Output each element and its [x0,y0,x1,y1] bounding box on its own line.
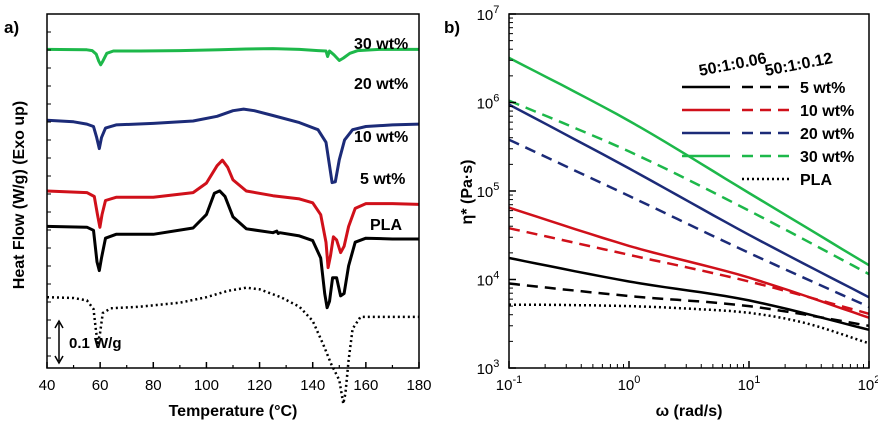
scale-bar-arrowhead-bottom [54,355,64,365]
dsc-panel: a) 40 60 80 100 120 140 160 180 30 wt% 20 wt% 10 … [4,13,432,420]
legend-label-30-wt: 30 wt% [800,149,854,166]
legend-label-10-wt: 10 wt% [800,103,854,120]
legend-header-solid: 50:1:0.06 [698,50,769,80]
rheology-y-tick-label: 107 [477,4,500,24]
dsc-series-label-20-wt: 20 wt% [354,76,408,93]
dsc-scale-bar: 0.1 W/g [54,319,122,365]
dsc-panel-label: a) [4,18,19,37]
dsc-series-label-pla: PLA [370,217,402,234]
rheology-y-tick-label: 105 [477,181,500,201]
dsc-y-axis-label: Heat Flow (W/g) (Exo up) [11,101,28,289]
dsc-x-tick-label: 100 [194,377,219,394]
legend-label-pla: PLA [800,172,832,189]
dsc-curve-20-wt [46,107,420,185]
legend-row-20-wt: 20 wt% [682,126,854,143]
dsc-x-tick-label: 140 [300,377,325,394]
dsc-curve-30-wt [46,47,419,67]
dsc-series-label-10-wt: 10 wt% [354,129,408,146]
rheology-y-tick-label: 106 [477,93,500,113]
viscosity-curve-5-wt-50-1-0-12 [508,282,870,328]
viscosity-curve-pla [508,303,870,345]
viscosity-curve-20-wt-50-1-0-12 [508,138,870,309]
dsc-series-label-30-wt: 30 wt% [354,36,408,53]
dsc-x-tick-label: 180 [406,377,431,394]
viscosity-curve-30-wt-50-1-0-12 [508,99,870,276]
dsc-x-tick-label: 40 [39,377,56,394]
viscosity-curve-10-wt-50-1-0-12 [508,226,870,316]
rheology-y-axis-label: η* (Pa·s) [459,160,476,225]
dsc-plot-frame [46,13,420,369]
legend-row-10-wt: 10 wt% [682,103,854,120]
rheology-panel: b) 10-1 100 101 102 103 104 105 106 107 50:1:0.0… [444,4,878,420]
legend-row-5-wt: 5 wt% [682,80,845,97]
dsc-series-label-5-wt: 5 wt% [360,171,405,188]
dsc-x-axis-label: Temperature (°C) [169,403,298,420]
legend-label-5-wt: 5 wt% [800,80,845,97]
rheology-y-tick-label: 104 [477,270,500,290]
dsc-x-ticks: 40 60 80 100 120 140 160 180 [39,31,432,394]
dsc-x-tick-label: 120 [247,377,272,394]
dsc-curves [46,47,420,406]
dsc-x-tick-label: 160 [353,377,378,394]
dsc-x-tick-label: 80 [145,377,162,394]
rheology-x-tick-label: 101 [738,374,761,394]
dsc-x-tick-label: 60 [92,377,109,394]
rheology-x-axis-label: ω (rad/s) [656,403,723,420]
rheology-x-tick-label: 102 [858,374,878,394]
dsc-curve-10-wt [46,158,420,270]
rheology-panel-label: b) [444,18,460,37]
rheology-curves [508,56,870,345]
scale-bar-arrowhead-top [54,319,64,329]
dsc-curve-5-wt [46,189,419,310]
scale-bar-label: 0.1 W/g [69,335,122,352]
dsc-series-labels: 30 wt% 20 wt% 10 wt% 5 wt% PLA [354,36,408,234]
viscosity-curve-20-wt-50-1-0-06 [508,103,870,299]
dsc-curve-pla [46,286,419,406]
rheology-x-tick-label: 100 [618,374,641,394]
rheology-y-tick-label: 103 [477,358,500,378]
legend-header-dashed: 50:1:0.12 [764,50,835,80]
rheology-x-tick-label: 10-1 [496,374,522,394]
legend-row-30-wt: 30 wt% [682,149,854,166]
legend-label-20-wt: 20 wt% [800,126,854,143]
legend-row-pla: PLA [742,172,832,189]
